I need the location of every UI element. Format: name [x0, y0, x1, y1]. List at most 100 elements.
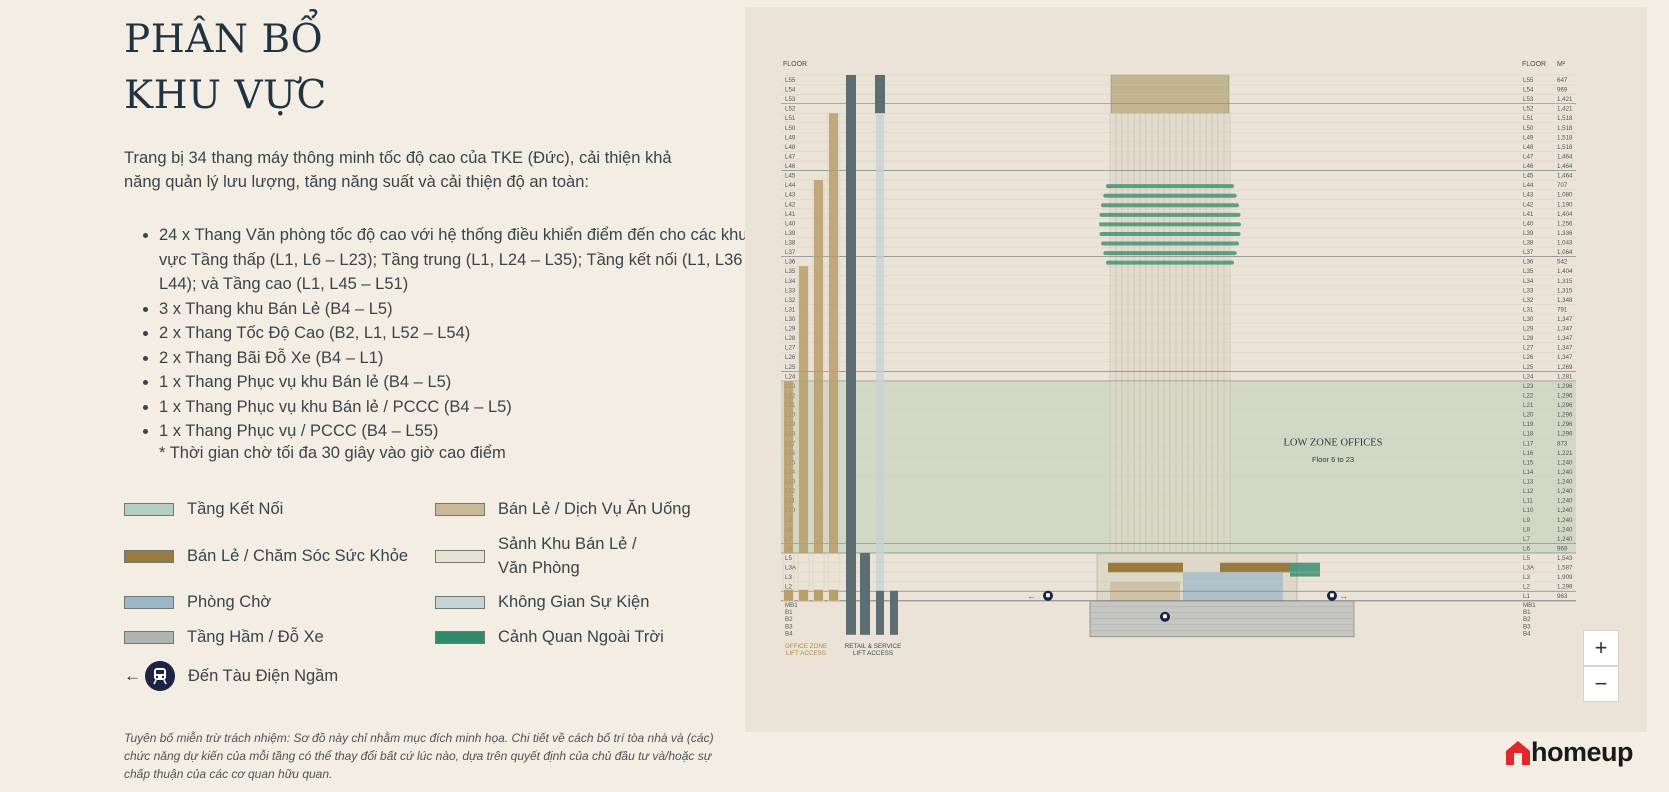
office-lift-label: LIFT ACCESS [786, 650, 826, 657]
floor-label-left: L40 [785, 220, 796, 227]
floor-label-left: L50 [785, 125, 796, 132]
floor-area-value: 1,080 [1557, 192, 1573, 199]
floor-area-value: 1,464 [1557, 163, 1573, 170]
floor-area-value: 542 [1557, 259, 1568, 266]
floor-label-right: L31 [1523, 306, 1534, 313]
floor-area-value: 1,240 [1557, 536, 1573, 543]
floor-label-right: L12 [1523, 488, 1534, 495]
floor-label-left: L5 [785, 555, 792, 562]
floor-label-right: L35 [1523, 268, 1534, 275]
floor-label-left: L27 [785, 345, 796, 352]
floor-label-right: L37 [1523, 249, 1534, 256]
floor-label-right: L48 [1523, 144, 1534, 151]
floor-area-value: 707 [1557, 182, 1568, 189]
metro-marker-glyph [1330, 593, 1334, 598]
legend-item-retail-health: Bán Lẻ / Chăm Sóc Sức Khỏe [124, 544, 408, 568]
floor-area-value: 1,347 [1557, 335, 1573, 342]
lift-item: 1 x Thang Phục vụ khu Bán lẻ / PCCC (B4 … [159, 395, 759, 420]
basement-label-right: B2 [1523, 616, 1531, 623]
floor-area-value: 963 [1557, 593, 1568, 600]
metro-train-icon [145, 661, 175, 691]
floor-area-value: 1,518 [1557, 125, 1573, 132]
floor-label-left: L47 [785, 153, 796, 160]
floor-label-right: L25 [1523, 364, 1534, 371]
floor-label-right: L49 [1523, 134, 1534, 141]
podium-retail-health [1220, 562, 1290, 573]
floor-label-right: L19 [1523, 421, 1534, 428]
floor-label-right: L30 [1523, 316, 1534, 323]
floor-area-value: 1,518 [1557, 115, 1573, 122]
floor-label-right: L41 [1523, 211, 1534, 218]
floor-label-left: L36 [785, 259, 796, 266]
floor-label-left: L42 [785, 201, 796, 208]
sky-garden-fin [1106, 260, 1234, 265]
floor-label-left: L32 [785, 297, 796, 304]
floor-label-right: L23 [1523, 383, 1534, 390]
retail-lift-shaft [860, 553, 870, 635]
brand-logo: homeup [1505, 737, 1634, 768]
legend-item-event-space: Không Gian Sự Kiện [435, 590, 649, 614]
floor-area-value: 1,296 [1557, 383, 1573, 390]
sky-garden-fin [1101, 203, 1239, 208]
legend-swatch [435, 595, 485, 609]
floor-area-value: 1,348 [1557, 297, 1573, 304]
floor-header-right: FLOOR [1522, 61, 1546, 68]
floor-label-left: L34 [785, 278, 796, 285]
floor-label-right: L40 [1523, 220, 1534, 227]
office-lift-lobby [829, 589, 838, 601]
basement-label-right: B3 [1523, 623, 1531, 630]
sky-garden-fin [1103, 251, 1237, 256]
floor-header-left: FLOOR [783, 61, 807, 68]
podium-retail-health [1108, 562, 1183, 573]
floor-label-right: L34 [1523, 278, 1534, 285]
office-lift-lobby [799, 589, 808, 601]
floor-area-value: 1,404 [1557, 268, 1573, 275]
floor-label-right: L53 [1523, 96, 1534, 103]
floor-area-value: 1,296 [1557, 412, 1573, 419]
intro-text: Trang bị 34 thang máy thông minh tốc độ … [124, 149, 672, 191]
floor-label-left: L31 [785, 306, 796, 313]
lift-item: 1 x Thang Phục vụ / PCCC (B4 – L55) [159, 419, 759, 444]
sky-garden-fin [1099, 212, 1241, 217]
floor-label-right: L52 [1523, 106, 1534, 113]
arrow-left-icon: ← [124, 666, 141, 685]
express-lift-shaft [875, 75, 885, 114]
floor-label-right: L8 [1523, 526, 1530, 533]
floor-label-right: L16 [1523, 450, 1534, 457]
floor-label-right: L42 [1523, 201, 1534, 208]
podium-terrace [1290, 562, 1320, 577]
floor-label-right: L26 [1523, 354, 1534, 361]
floor-label-left: L3A [785, 565, 797, 572]
retail-lift-label: LIFT ACCESS [853, 650, 893, 657]
zoom-out-button[interactable]: − [1583, 666, 1619, 702]
legend-item-lounge: Phòng Chờ [124, 590, 271, 614]
legend-swatch [124, 502, 174, 516]
office-lift-shaft [814, 180, 823, 553]
basement-label-left: B3 [785, 623, 793, 630]
floor-label-left: L2 [785, 584, 792, 591]
office-lift-lobby [814, 589, 823, 601]
floor-label-right: L54 [1523, 87, 1534, 94]
zone-sublabel: Floor 6 to 23 [1312, 455, 1354, 464]
floor-area-value: 1,518 [1557, 144, 1573, 151]
floor-label-left: L52 [785, 106, 796, 113]
floor-label-right: L39 [1523, 230, 1534, 237]
floor-label-left: L43 [785, 192, 796, 199]
floor-label-right: L18 [1523, 431, 1534, 438]
floor-area-value: 1,518 [1557, 134, 1573, 141]
floor-label-left: L30 [785, 316, 796, 323]
zoom-in-button[interactable]: + [1583, 630, 1619, 666]
floor-label-right: L3A [1523, 565, 1535, 572]
basement-label-left: MB1 [785, 602, 798, 609]
legend-swatch [435, 502, 485, 516]
retail-lift-label: RETAIL & SERVICE [845, 643, 902, 650]
floor-area-value: 1,315 [1557, 287, 1573, 294]
floor-label-left: L45 [785, 173, 796, 180]
podium-lounge [1183, 572, 1283, 601]
floor-label-left: L24 [785, 373, 796, 380]
floor-area-value: 1,240 [1557, 526, 1573, 533]
building-section-diagram: FLOOR FLOOR M² L55 L55 647 L54 L54 969 L53 L53 1,42… [745, 7, 1647, 732]
legend-swatch [124, 630, 174, 644]
floor-label-right: L2 [1523, 584, 1530, 591]
legend-label: Sảnh Khu Bán Lẻ / Văn Phòng [498, 535, 637, 577]
